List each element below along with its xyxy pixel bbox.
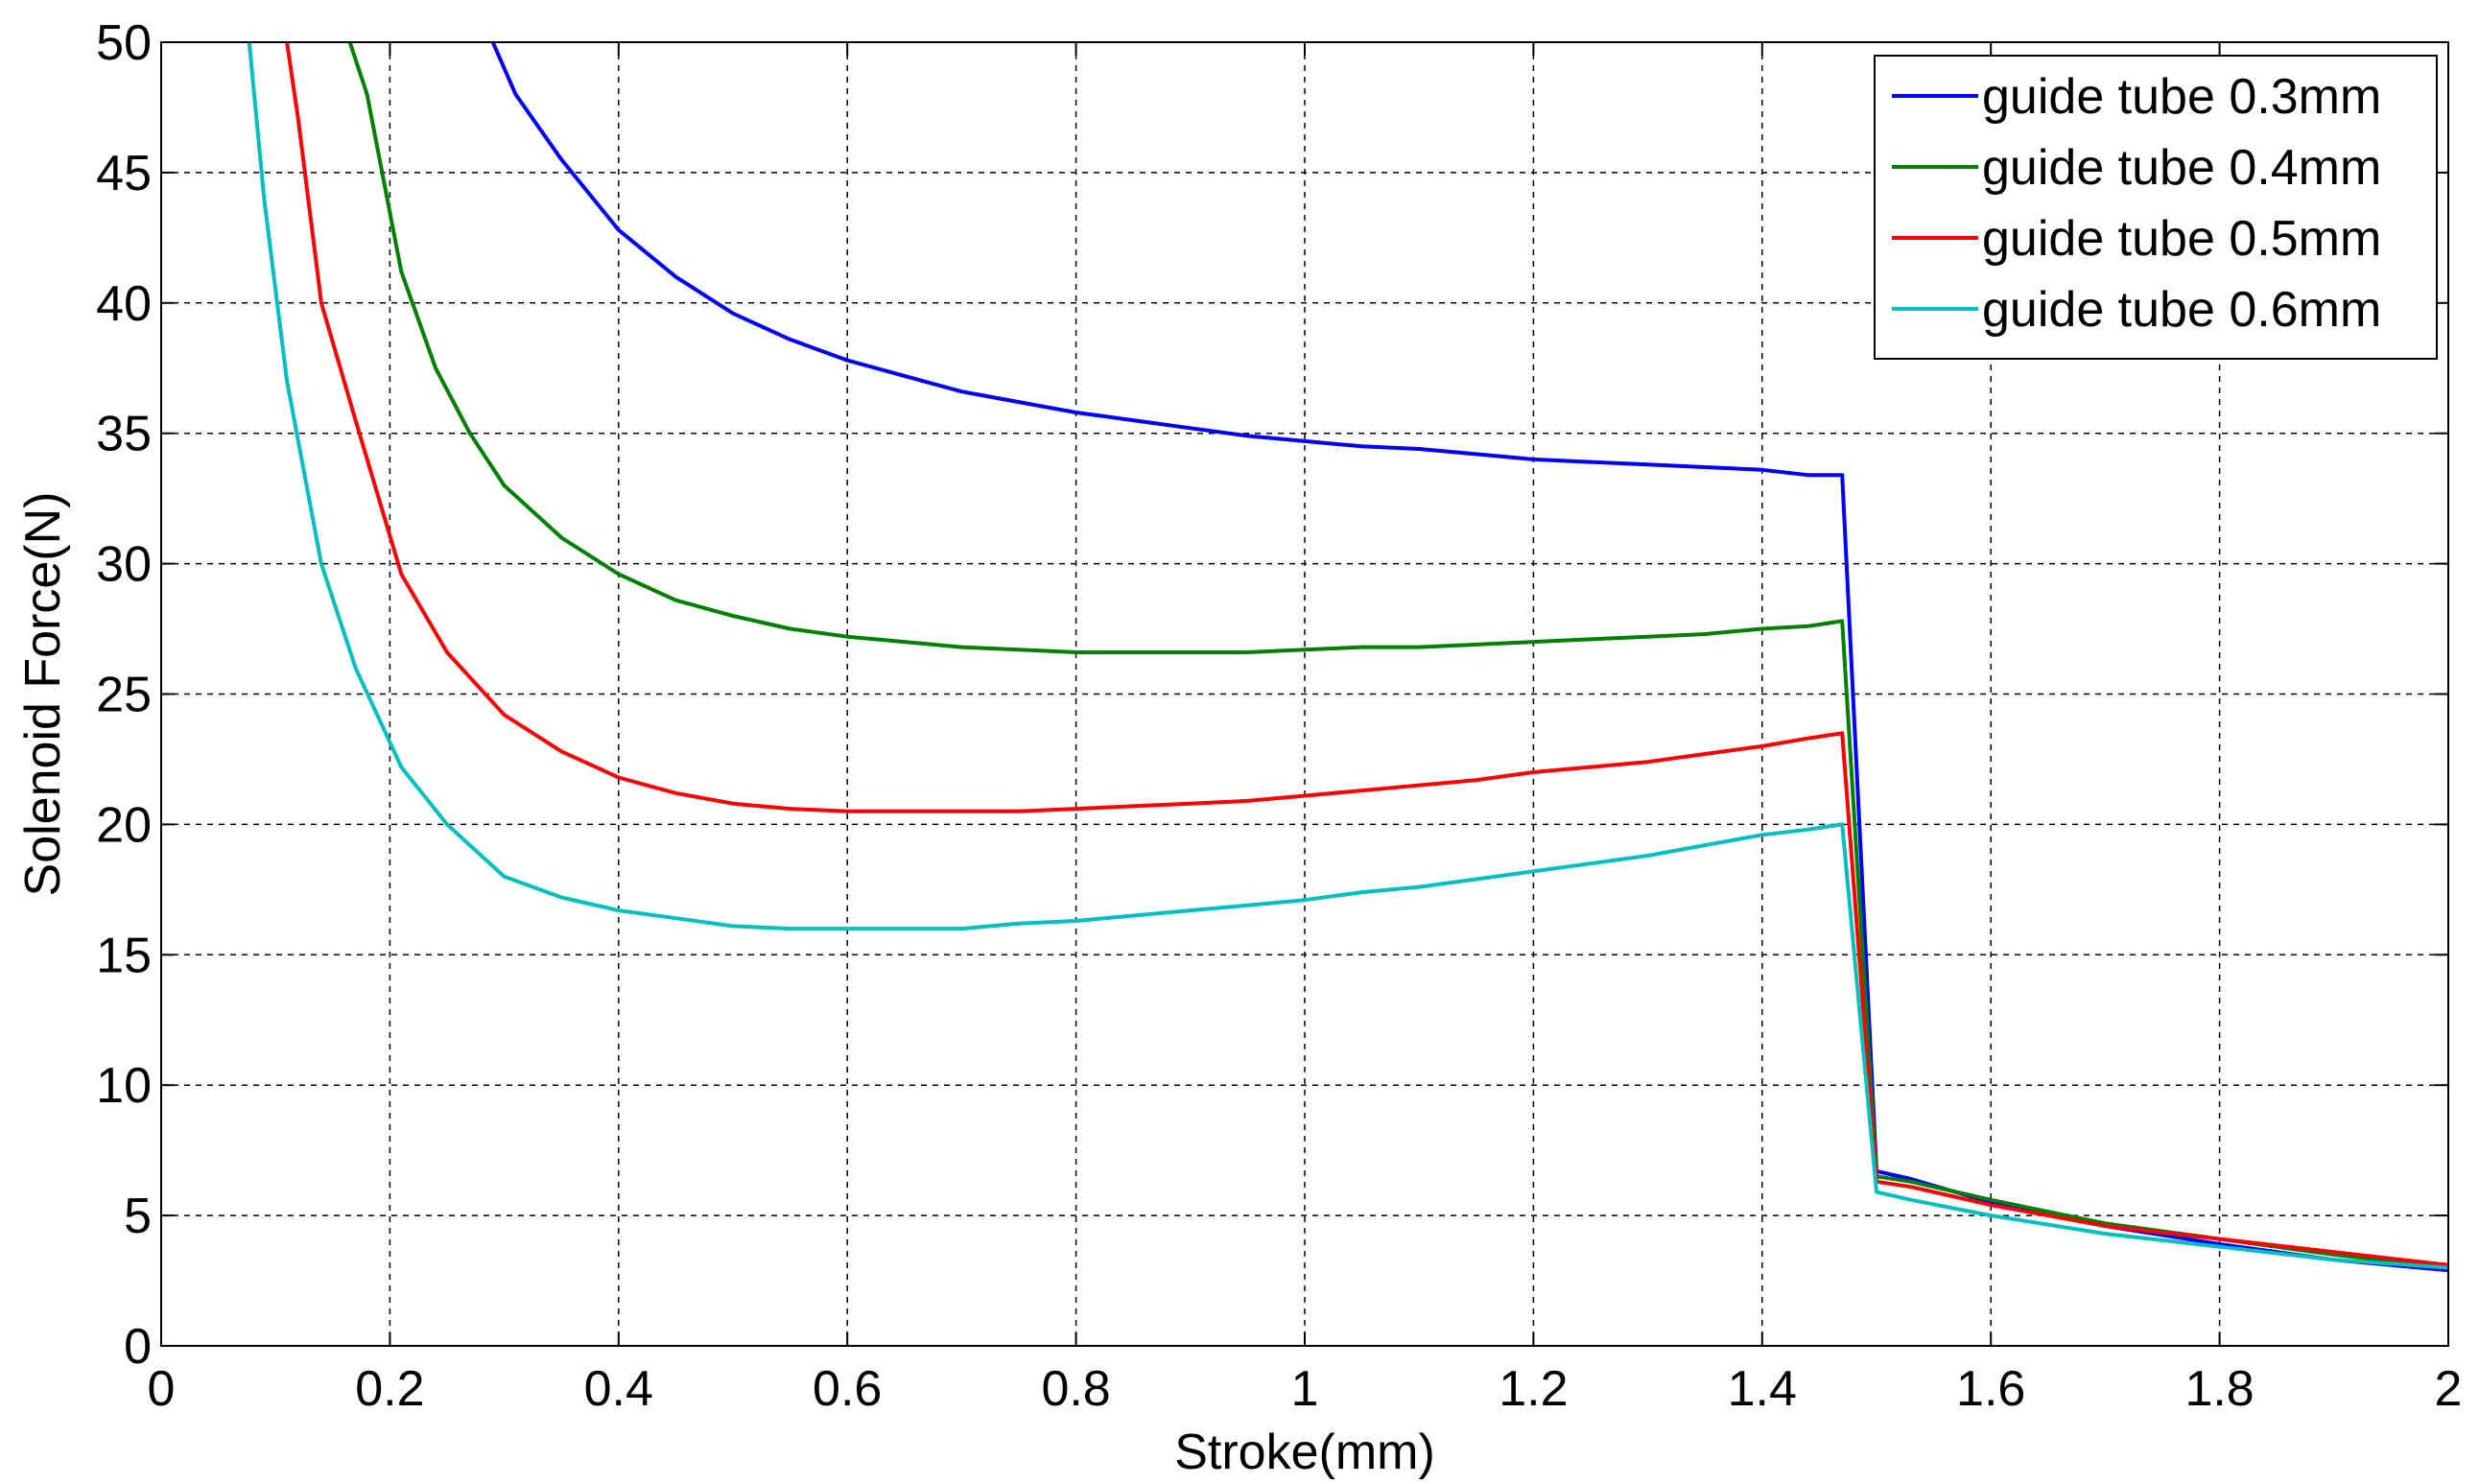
x-tick-label: 1.8 (2184, 1361, 2254, 1417)
x-tick-label: 0.2 (355, 1361, 424, 1417)
y-tick-label: 35 (96, 407, 152, 462)
x-axis-title: Stroke(mm) (1174, 1425, 1435, 1480)
y-tick-label: 25 (96, 668, 152, 723)
x-tick-label: 0.6 (813, 1361, 882, 1417)
y-tick-label: 0 (124, 1319, 152, 1375)
x-tick-label: 1.4 (1728, 1361, 1797, 1417)
legend: guide tube 0.3mm guide tube 0.4mm guide tu… (1874, 55, 2438, 360)
axis-ticks: 0 0.2 0.4 0.6 0.8 1 1.2 1.4 1.6 1.8 20510152025303… (96, 15, 2462, 1417)
series-line-4 (247, 42, 2448, 1270)
x-tick-label: 1.2 (1499, 1361, 1568, 1417)
x-tick-label: 2 (2435, 1361, 2463, 1417)
x-tick-label: 1.6 (1956, 1361, 2025, 1417)
y-tick-label: 15 (96, 928, 152, 983)
y-tick-label: 20 (96, 797, 152, 853)
x-tick-label: 0 (148, 1361, 176, 1417)
y-tick-label: 10 (96, 1058, 152, 1114)
legend-label: guide tube 0.5mm (1982, 211, 2381, 267)
y-tick-label: 5 (124, 1189, 152, 1244)
y-tick-label: 30 (96, 537, 152, 593)
grid (161, 42, 2448, 1346)
y-tick-label: 45 (96, 146, 152, 201)
x-tick-label: 0.4 (584, 1361, 653, 1417)
y-tick-label: 50 (96, 15, 152, 71)
x-tick-label: 0.8 (1041, 1361, 1110, 1417)
series-line-1 (490, 42, 2448, 1273)
series-line-3 (285, 42, 2448, 1267)
plot-lines (247, 42, 2448, 1273)
y-tick-label: 40 (96, 276, 152, 332)
legend-label: guide tube 0.3mm (1982, 69, 2381, 125)
x-tick-label: 1 (1291, 1361, 1319, 1417)
y-axis-title: Solenoid Force(N) (15, 492, 71, 897)
legend-label: guide tube 0.6mm (1982, 282, 2381, 338)
legend-label: guide tube 0.4mm (1982, 140, 2381, 196)
